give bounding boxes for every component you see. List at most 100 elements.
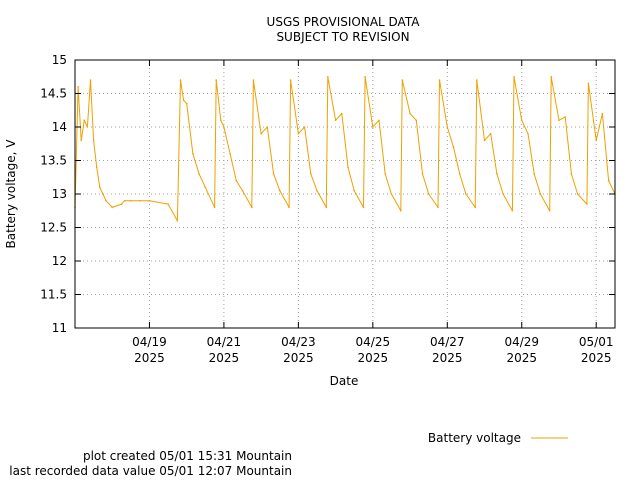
legend: Battery voltage — [428, 431, 568, 445]
y-axis-label: Battery voltage, V — [4, 139, 18, 249]
data-point — [327, 75, 329, 78]
data-point — [80, 139, 83, 142]
legend-label: Battery voltage — [428, 431, 521, 445]
data-point — [334, 119, 337, 122]
data-point — [421, 173, 424, 175]
data-point — [587, 82, 590, 85]
x-tick-year: 2025 — [209, 351, 240, 365]
data-point — [139, 199, 141, 202]
data-point — [241, 189, 244, 192]
data-point — [390, 193, 393, 195]
y-tick-label: 15 — [52, 53, 67, 67]
x-tick-label: 04/19 — [132, 335, 167, 349]
data-point — [92, 139, 95, 142]
data-point — [496, 173, 498, 175]
x-tick-label: 04/29 — [504, 335, 539, 349]
data-point — [89, 79, 92, 81]
data-point — [325, 206, 328, 209]
data-point — [427, 193, 430, 195]
data-point — [235, 179, 238, 182]
data-point — [511, 209, 514, 212]
data-point — [120, 203, 123, 205]
data-point — [204, 186, 207, 189]
x-tick-year: 2025 — [283, 351, 314, 365]
data-point — [223, 126, 225, 128]
data-point — [309, 173, 312, 175]
x-tick-year: 2025 — [358, 351, 389, 365]
data-point — [77, 86, 79, 88]
data-point — [437, 206, 439, 209]
data-point — [401, 79, 404, 81]
data-point — [252, 79, 255, 81]
x-tick-label: 04/27 — [430, 335, 465, 349]
y-tick-label: 12.5 — [40, 221, 67, 235]
data-point — [607, 179, 610, 182]
data-point — [102, 193, 104, 195]
grid — [75, 60, 615, 328]
data-point — [564, 116, 566, 118]
data-point — [364, 75, 366, 78]
data-point — [198, 173, 200, 175]
data-point — [182, 99, 185, 101]
data-point — [167, 203, 169, 205]
data-point — [288, 206, 290, 209]
data-point — [452, 146, 455, 148]
data-point — [502, 193, 504, 195]
data-point — [111, 206, 114, 209]
data-point — [570, 173, 573, 175]
chart-subtitle: SUBJECT TO REVISION — [276, 30, 409, 44]
x-tick-year: 2025 — [581, 351, 612, 365]
y-tick-label: 11.5 — [40, 288, 67, 302]
data-point — [303, 126, 306, 128]
data-point — [372, 126, 374, 128]
data-point — [595, 139, 598, 142]
x-tick-year: 2025 — [506, 351, 537, 365]
data-point — [576, 193, 579, 195]
data-point — [99, 186, 101, 189]
data-point — [251, 206, 253, 209]
y-tick-label: 13.5 — [40, 154, 67, 168]
data-point — [465, 193, 467, 195]
data-point — [489, 132, 492, 135]
data-point — [289, 79, 292, 81]
data-point — [185, 102, 188, 105]
data-point — [520, 119, 523, 122]
data-point — [550, 75, 553, 78]
data-point — [179, 79, 182, 81]
data-point — [260, 132, 262, 135]
data-point — [539, 193, 542, 195]
data-point — [362, 206, 365, 209]
x-tick-year: 2025 — [134, 351, 165, 365]
x-tick-label: 04/25 — [356, 335, 391, 349]
data-point — [86, 126, 89, 128]
data-point — [220, 119, 222, 122]
data-point — [316, 189, 318, 192]
last-recorded-note: last recorded data value 05/01 12:07 Mou… — [9, 464, 292, 478]
data-point — [297, 132, 300, 135]
x-tick-label: 04/21 — [207, 335, 242, 349]
data-point — [83, 119, 86, 122]
data-point — [176, 220, 179, 222]
data-point — [272, 173, 275, 175]
data-point — [213, 206, 216, 209]
x-tick-label: 05/01 — [579, 335, 614, 349]
y-tick-label: 14.5 — [40, 87, 67, 101]
data-point — [399, 209, 402, 212]
data-point — [229, 153, 231, 155]
data-point — [458, 173, 461, 175]
data-point — [347, 166, 349, 168]
data-point — [438, 79, 441, 81]
data-point — [409, 112, 411, 115]
data-point — [130, 199, 132, 202]
data-point — [601, 112, 604, 115]
x-axis-label: Date — [330, 374, 359, 388]
data-point — [384, 173, 387, 175]
data-point — [446, 126, 449, 128]
series-layer — [74, 75, 616, 222]
plot-created-note: plot created 05/01 15:31 Mountain — [83, 449, 292, 463]
data-point — [527, 132, 529, 135]
x-axis: 04/19 2025 04/21 2025 04/23 2025 04/25 2025 04/2… — [132, 60, 614, 365]
data-point — [586, 203, 588, 205]
y-tick-label: 14 — [52, 120, 67, 134]
data-point — [548, 209, 551, 212]
